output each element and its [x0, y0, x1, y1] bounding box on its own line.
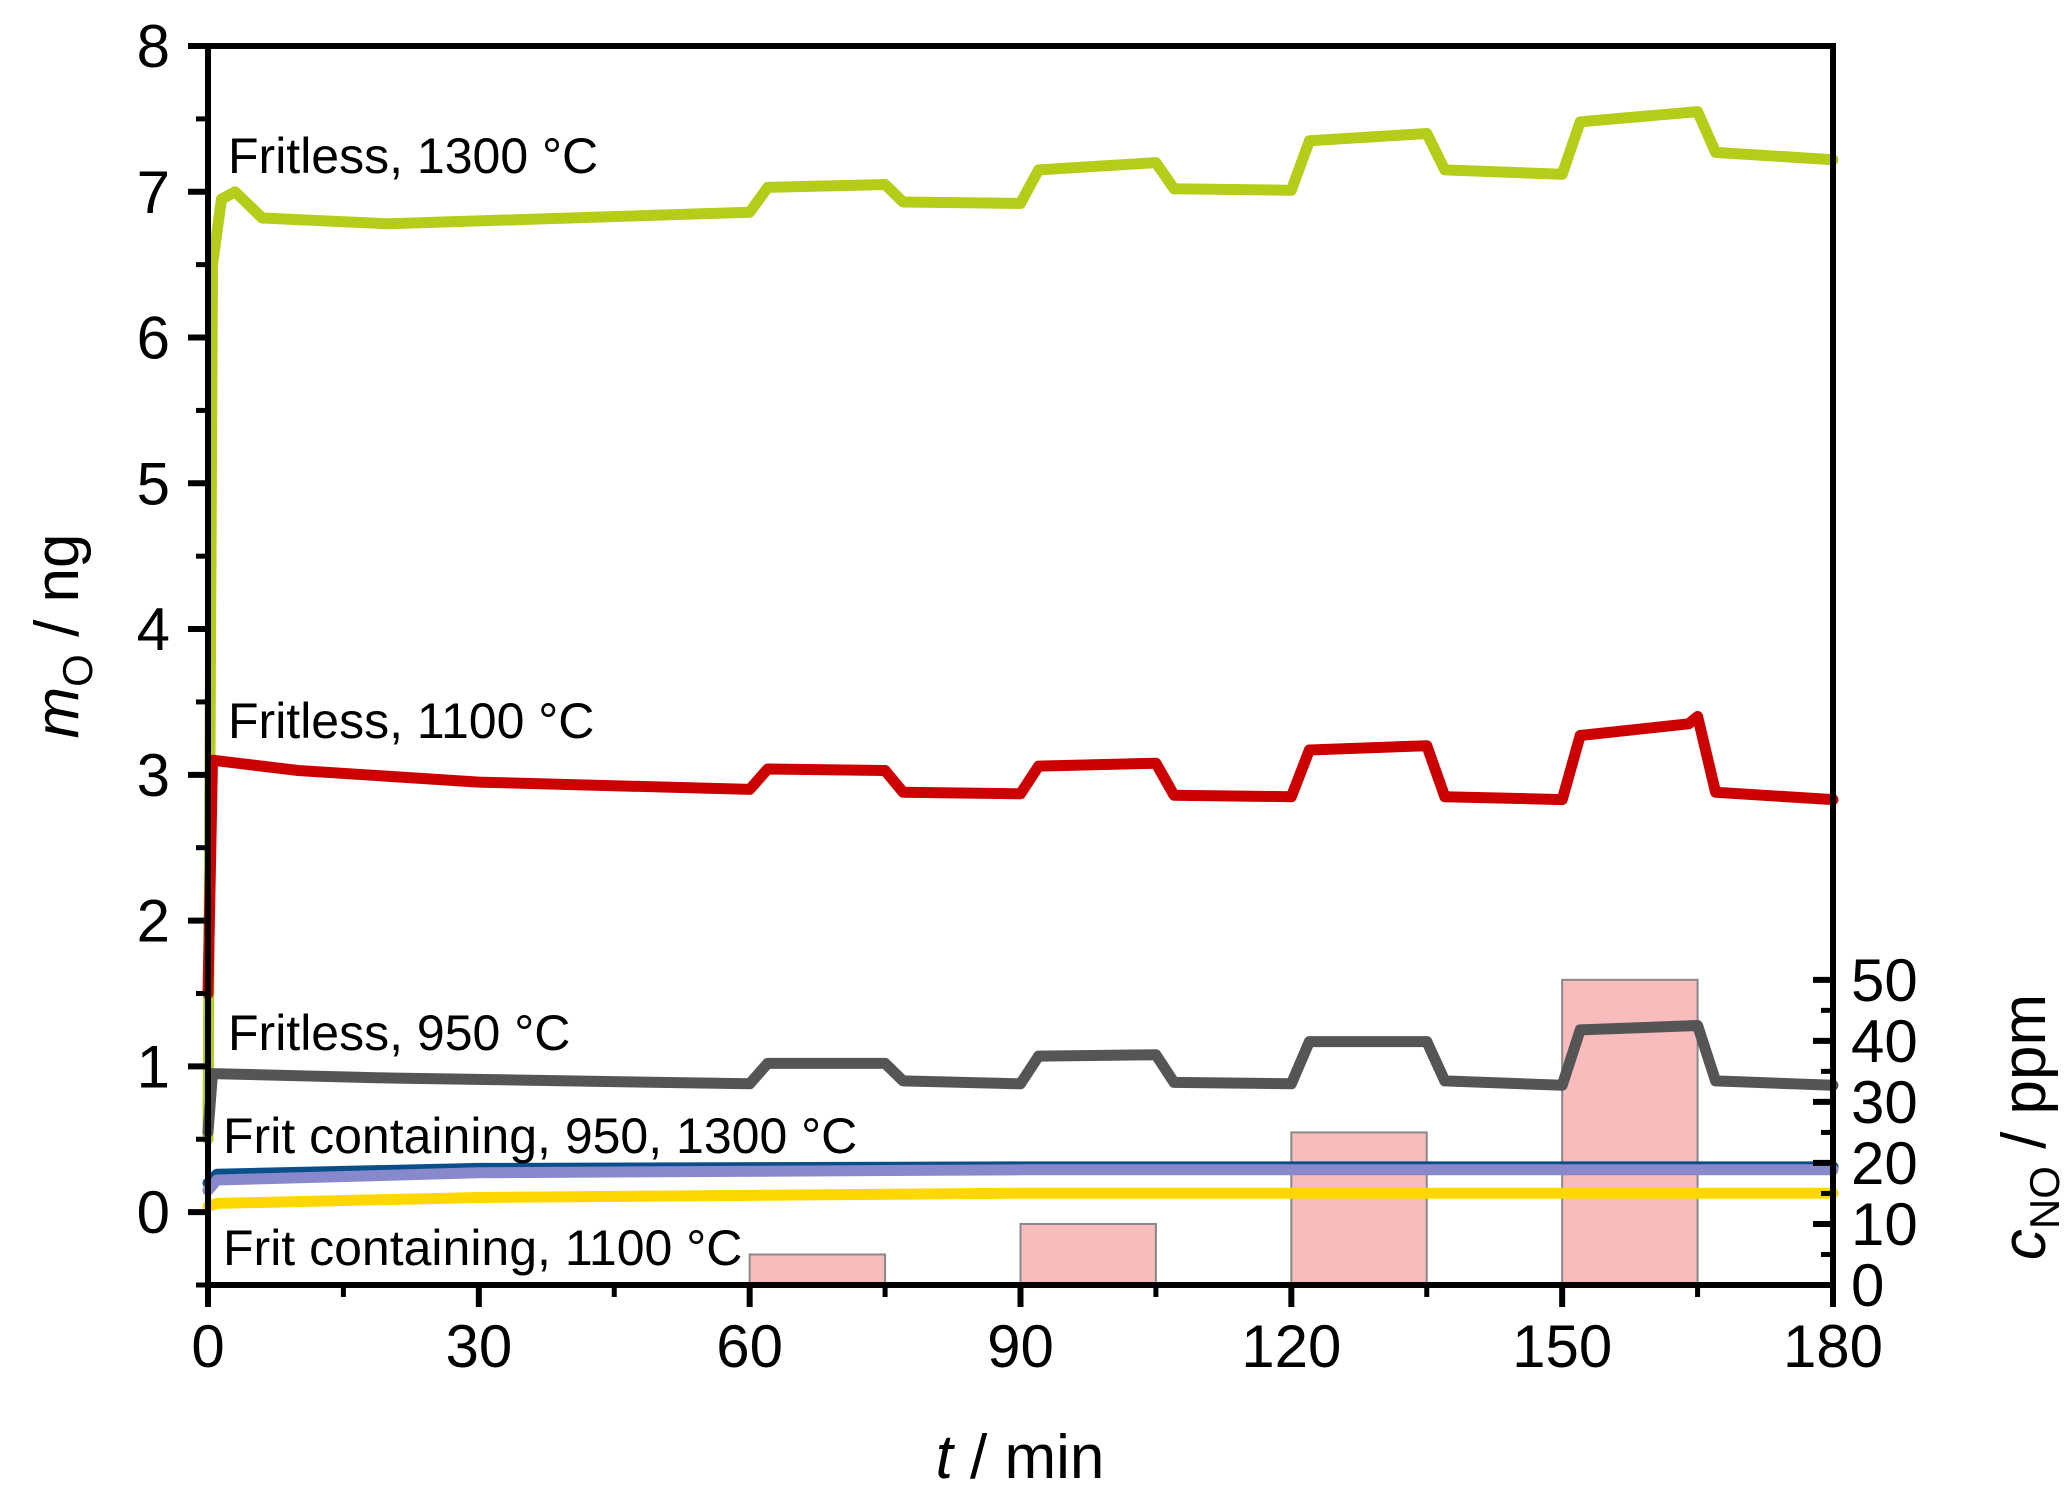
annotation-fritless-950: Fritless, 950 °C: [228, 1005, 570, 1061]
x-tick-label: 0: [191, 1313, 224, 1380]
y-axis-title: mO / ng: [23, 534, 101, 739]
y-tick-label: 3: [137, 742, 170, 809]
annotation-fritless-1100: Fritless, 1100 °C: [228, 693, 594, 749]
x-tick-label: 120: [1241, 1313, 1341, 1380]
annotation-frit-1100: Frit containing, 1100 °C: [223, 1220, 742, 1276]
annotation-fritless-1300: Fritless, 1300 °C: [228, 128, 598, 184]
x-tick-label: 150: [1512, 1313, 1612, 1380]
y2-tick-label: 30: [1851, 1069, 1918, 1136]
y2-tick-label: 40: [1851, 1008, 1918, 1075]
y-tick-label: 2: [137, 888, 170, 955]
x-axis-title: t / min: [936, 1423, 1105, 1492]
y2-axis-title: cNO / ppm: [1990, 994, 2067, 1260]
y-tick-label: 4: [137, 596, 170, 663]
y-tick-label: 7: [137, 159, 170, 226]
y-tick-label: 8: [137, 13, 170, 80]
no-concentration-bar: [748, 1253, 887, 1287]
y-tick-label: 5: [137, 450, 170, 517]
x-tick-label: 30: [445, 1313, 512, 1380]
annotation-frit-950-1300: Frit containing, 950, 1300 °C: [223, 1108, 857, 1164]
bars-layer: [748, 978, 1699, 1287]
y2-tick-label: 50: [1851, 947, 1918, 1014]
series-line: [202, 1020, 1839, 1138]
no-concentration-bar: [1019, 1222, 1157, 1287]
y2-tick-label: 10: [1851, 1191, 1918, 1258]
y2-tick-label: 20: [1851, 1130, 1918, 1197]
x-tick-label: 60: [716, 1313, 783, 1380]
series-line: [202, 106, 1839, 1145]
series-line: [202, 1187, 1839, 1212]
series-line: [202, 711, 1839, 999]
x-tick-label: 180: [1783, 1313, 1883, 1380]
series-line: [202, 1164, 1839, 1196]
series-layer: [202, 106, 1839, 1212]
y-tick-label: 0: [137, 1179, 170, 1246]
x-tick-label: 90: [987, 1313, 1054, 1380]
y-tick-label: 1: [137, 1033, 170, 1100]
no-concentration-bar: [1290, 1131, 1428, 1287]
y2-tick-label: 0: [1851, 1252, 1884, 1319]
y-tick-label: 6: [137, 305, 170, 372]
